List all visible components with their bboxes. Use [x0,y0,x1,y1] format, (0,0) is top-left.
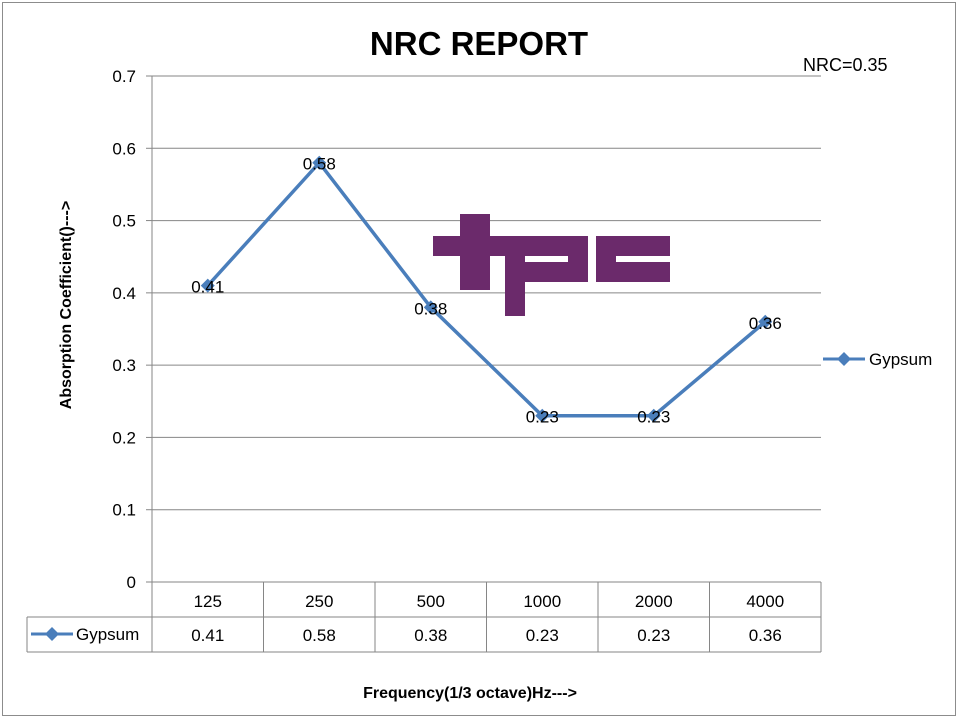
data-label: 0.41 [191,278,224,297]
table-value: 0.23 [637,626,670,645]
x-tick-label: 1000 [523,592,561,611]
table-series-name: Gypsum [76,625,139,644]
nrc-annotation: NRC=0.35 [803,55,888,75]
data-point [758,314,773,329]
series-gypsum [200,155,773,423]
data-label: 0.58 [303,155,336,174]
y-tick-label: 0.6 [112,139,136,158]
data-label: 0.23 [526,408,559,427]
y-tick-label: 0.1 [112,501,136,520]
data-point [200,278,215,293]
data-point [312,155,327,170]
y-tick-label: 0.3 [112,356,136,375]
table-legend-marker-icon [45,627,59,641]
legend-label-gypsum: Gypsum [869,350,932,369]
data-label: 0.36 [749,314,782,333]
y-tick-label: 0.7 [112,67,136,86]
y-tick-label: 0 [127,573,136,592]
data-point [535,408,550,423]
table-value: 0.36 [749,626,782,645]
data-label: 0.38 [414,299,447,318]
x-tick-label: 4000 [746,592,784,611]
x-tick-label: 250 [305,592,333,611]
x-tick-label: 125 [194,592,222,611]
table-value: 0.58 [303,626,336,645]
table-value: 0.23 [526,626,559,645]
x-tick-label: 500 [417,592,445,611]
data-table: 125 250 500 1000 2000 4000 0.41 0.58 0.38 0.23 0.2… [26,581,822,653]
y-tick-label: 0.4 [112,284,136,303]
gridlines [146,75,821,583]
y-tick-label: 0.5 [112,212,136,231]
table-value: 0.38 [414,626,447,645]
data-label: 0.23 [637,408,670,427]
data-point [646,408,661,423]
x-axis-title: Frequency(1/3 octave)Hz---> [363,685,577,702]
table-value: 0.41 [191,626,224,645]
data-point [423,300,438,315]
x-tick-label: 2000 [635,592,673,611]
y-tick-label: 0.2 [112,428,136,447]
series-line-gypsum [206,160,767,418]
data-labels: 0.41 0.58 0.38 0.23 0.23 0.36 [191,155,782,427]
tpc-logo [433,214,670,316]
y-axis-title: Absorption Coefficient()---> [58,201,75,409]
chart-title: NRC REPORT [370,25,588,62]
legend: Gypsum [823,350,932,369]
legend-marker-icon [837,352,851,366]
y-axis-ticks: 0 0.1 0.2 0.3 0.4 0.5 0.6 0.7 [112,67,136,592]
